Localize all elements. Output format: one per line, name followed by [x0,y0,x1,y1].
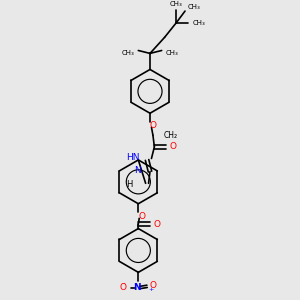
Text: O: O [138,212,145,221]
Text: CH₃: CH₃ [121,50,134,56]
Text: O: O [120,283,127,292]
Text: O: O [170,142,177,151]
Text: O: O [154,220,161,229]
Text: N: N [134,166,141,175]
Text: +: + [148,287,153,292]
Text: CH₃: CH₃ [170,1,183,7]
Text: O: O [149,121,156,130]
Text: CH₃: CH₃ [192,20,205,26]
Text: H: H [126,180,133,189]
Text: N: N [133,283,141,292]
Text: HN: HN [126,152,140,161]
Text: CH₃: CH₃ [166,50,179,56]
Text: O: O [150,281,157,290]
Text: CH₂: CH₂ [163,130,177,140]
Text: CH₃: CH₃ [188,4,201,10]
Text: ⁻: ⁻ [122,283,126,289]
